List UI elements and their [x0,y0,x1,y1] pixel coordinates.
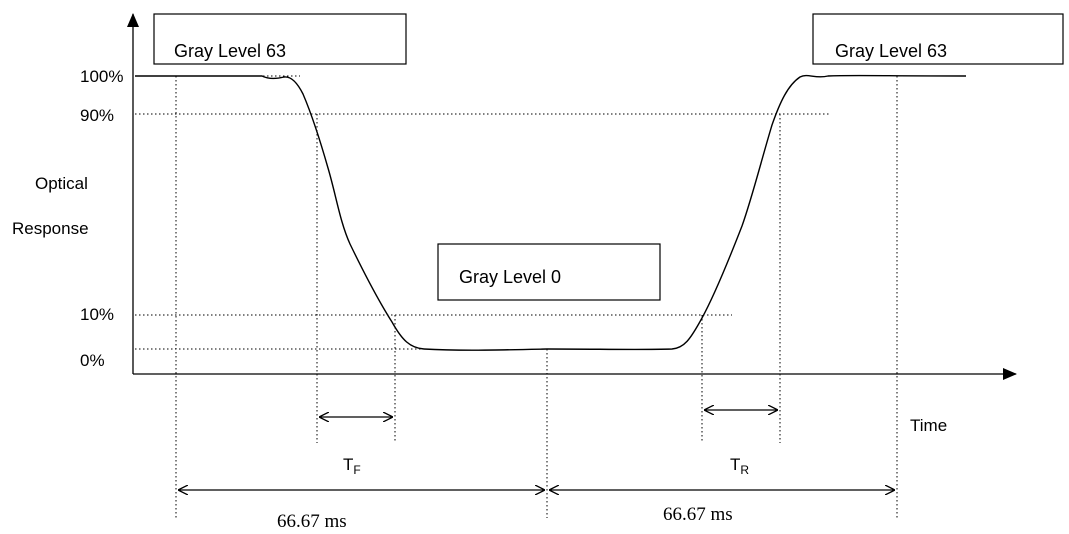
gray-level-0-label: Gray Level 0 [459,267,561,287]
fall-time-label: TF [343,455,361,477]
gray-level-63-label-left: Gray Level 63 [174,41,286,61]
level-90-label: 90% [80,106,114,125]
fall-time-subscript: F [353,463,360,477]
period-label-left: 66.67 ms [277,511,347,532]
y-axis-title-line2: Response [12,219,89,238]
period-label-right: 66.67 ms [663,504,733,525]
gray-level-63-label-right: Gray Level 63 [835,41,947,61]
gray-level-63-box-right [812,13,1064,65]
rise-time-subscript: R [740,463,749,477]
y-axis-title-line1: Optical [35,174,88,193]
rise-time-label: TR [730,455,749,477]
response-waveform [135,74,967,351]
x-axis-title: Time [910,416,947,435]
level-10-label: 10% [80,305,114,324]
level-100-label: 100% [80,67,123,86]
level-0-label: 0% [80,351,105,370]
gray-level-0-box [437,243,661,301]
gray-level-63-box-left [153,13,407,65]
